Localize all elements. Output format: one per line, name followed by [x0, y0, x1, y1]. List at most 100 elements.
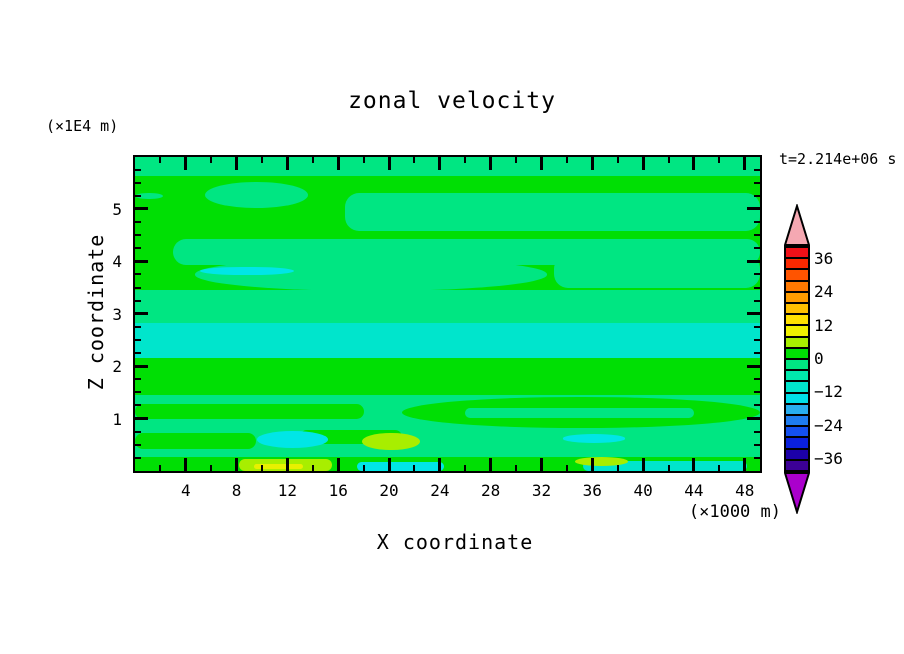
axis-tick — [135, 181, 141, 184]
colorbar-label: −24 — [814, 415, 843, 435]
plot-title: zonal velocity — [348, 88, 556, 114]
colorbar-segment — [786, 270, 808, 282]
axis-tick — [235, 458, 239, 471]
x-tick-label: 4 — [180, 481, 191, 500]
contour-region — [583, 460, 748, 471]
contour-region — [344, 193, 760, 231]
axis-tick — [135, 338, 141, 341]
contour-region — [135, 323, 760, 358]
colorbar-segment — [786, 337, 808, 349]
axis-tick — [311, 157, 314, 163]
axis-tick — [747, 417, 760, 421]
axis-tick — [754, 286, 760, 289]
axis-tick — [135, 378, 141, 381]
x-tick-label: 20 — [379, 481, 399, 500]
colorbar-segment — [786, 315, 808, 327]
colorbar-segment — [786, 438, 808, 450]
plot-area — [133, 155, 762, 473]
colorbar-arrow-bottom — [784, 472, 810, 514]
axis-tick — [438, 458, 442, 471]
colorbar-label: −12 — [814, 382, 843, 402]
axis-tick — [285, 458, 289, 471]
axis-tick — [743, 458, 747, 471]
axis-tick — [210, 157, 213, 163]
axis-tick — [235, 157, 239, 170]
axis-tick — [616, 157, 619, 163]
x-axis-title: X coordinate — [376, 530, 534, 554]
axis-tick — [590, 157, 594, 170]
contour-region — [135, 157, 760, 177]
axis-tick — [489, 157, 493, 170]
axis-tick — [718, 465, 721, 471]
axis-tick — [413, 157, 416, 163]
axis-tick — [754, 221, 760, 223]
axis-tick — [464, 465, 467, 471]
x-tick-label: 32 — [531, 481, 552, 500]
contour-region — [254, 464, 303, 470]
axis-tick — [438, 157, 442, 170]
axis-tick — [754, 352, 760, 355]
axis-tick — [565, 465, 568, 471]
axis-tick — [464, 157, 467, 163]
z-axis-unit-label: (×1E4 m) — [46, 117, 119, 135]
x-axis-unit-label: (×1000 m) — [688, 502, 781, 522]
axis-tick — [135, 299, 141, 302]
axis-tick — [754, 456, 760, 459]
contour-region — [362, 432, 420, 451]
axis-tick — [692, 458, 696, 471]
axis-tick — [641, 157, 645, 170]
contour-region — [256, 431, 329, 448]
axis-tick — [754, 338, 760, 341]
colorbar-segment — [786, 360, 808, 372]
colorbar-segment — [786, 292, 808, 305]
colorbar — [784, 246, 810, 472]
axis-tick — [754, 404, 760, 407]
contour-region — [574, 456, 628, 466]
axis-tick — [754, 378, 760, 381]
x-tick-label: 40 — [633, 481, 653, 500]
axis-tick — [311, 465, 314, 471]
z-tick-label: 4 — [112, 252, 122, 272]
contour-region — [199, 266, 294, 276]
x-tick-label: 16 — [328, 481, 348, 500]
x-tick-label: 24 — [430, 481, 450, 500]
axis-tick — [135, 417, 148, 421]
axis-tick — [336, 458, 340, 471]
x-tick-label: 48 — [735, 481, 755, 500]
axis-tick — [754, 430, 760, 433]
axis-tick — [387, 157, 391, 170]
contour-region — [465, 408, 694, 418]
x-tick-label: 12 — [277, 481, 298, 500]
colorbar-segment — [786, 393, 808, 405]
colorbar-label: 12 — [814, 315, 834, 335]
axis-tick — [754, 273, 760, 276]
axis-tick — [754, 247, 760, 250]
axis-tick — [135, 430, 141, 433]
time-annotation: t=2.214e+06 s — [779, 150, 897, 168]
axis-tick — [135, 259, 148, 263]
axis-tick — [135, 234, 141, 237]
axis-tick — [135, 273, 141, 276]
axis-tick — [184, 157, 188, 170]
axis-tick — [747, 312, 760, 316]
axis-tick — [135, 443, 141, 446]
contour-region — [563, 434, 626, 443]
axis-tick — [285, 157, 289, 170]
axis-tick — [515, 157, 518, 163]
axis-tick — [135, 456, 141, 459]
contour-region — [135, 433, 256, 449]
colorbar-label: 0 — [814, 349, 824, 368]
axis-tick — [743, 157, 747, 170]
axis-tick — [754, 194, 760, 197]
z-tick-label: 1 — [112, 409, 122, 429]
axis-tick — [747, 259, 760, 263]
axis-tick — [667, 465, 670, 471]
axis-tick — [754, 234, 760, 237]
axis-tick — [754, 391, 760, 394]
axis-tick — [540, 157, 543, 170]
contour-region — [135, 193, 163, 200]
z-tick-label: 2 — [112, 357, 122, 377]
axis-tick — [641, 458, 645, 471]
colorbar-segment — [786, 248, 808, 260]
axis-tick — [135, 194, 141, 197]
